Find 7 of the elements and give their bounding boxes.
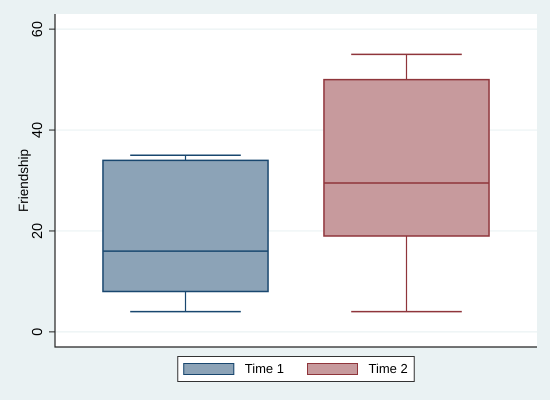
- y-axis-title: Friendship: [16, 148, 31, 212]
- y-tick-label: 40: [30, 122, 46, 138]
- legend-label: Time 2: [368, 361, 408, 376]
- legend-label: Time 1: [244, 361, 284, 376]
- y-tick-label: 20: [30, 222, 46, 240]
- y-tick-label: 60: [30, 21, 46, 38]
- y-tick-label: 0: [30, 328, 46, 336]
